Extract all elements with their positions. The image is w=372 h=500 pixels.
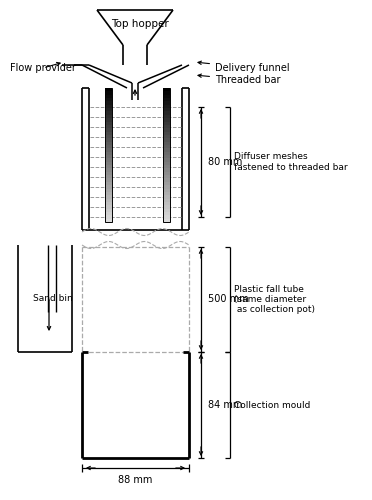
Bar <box>163 98 170 102</box>
Bar <box>105 178 112 182</box>
Bar <box>105 88 112 92</box>
Bar <box>163 162 170 165</box>
Bar <box>105 198 112 202</box>
Bar <box>105 98 112 102</box>
Text: 80 mm: 80 mm <box>208 157 243 167</box>
Bar <box>105 152 112 155</box>
Bar <box>105 94 112 98</box>
Bar <box>105 112 112 115</box>
Bar <box>105 92 112 94</box>
Bar <box>105 108 112 112</box>
Bar <box>163 212 170 216</box>
Bar <box>105 192 112 195</box>
Bar <box>105 175 112 178</box>
Bar <box>163 108 170 112</box>
Bar <box>163 158 170 162</box>
Bar <box>163 165 170 168</box>
Bar <box>105 135 112 138</box>
Bar <box>163 155 170 158</box>
Bar <box>163 92 170 94</box>
Bar <box>163 115 170 118</box>
Bar <box>105 218 112 222</box>
Bar <box>163 102 170 105</box>
Bar <box>105 205 112 208</box>
Text: 84 mm: 84 mm <box>208 400 243 410</box>
Text: 500 mm: 500 mm <box>208 294 248 304</box>
Bar <box>163 142 170 145</box>
Bar <box>105 142 112 145</box>
Bar <box>163 148 170 152</box>
Bar <box>105 212 112 216</box>
Bar <box>105 208 112 212</box>
Bar <box>163 152 170 155</box>
Bar <box>163 188 170 192</box>
Text: Delivery funnel: Delivery funnel <box>198 61 290 73</box>
Bar <box>163 198 170 202</box>
Bar <box>105 155 112 158</box>
Bar <box>105 172 112 175</box>
Bar <box>163 118 170 122</box>
Bar <box>105 118 112 122</box>
Bar <box>163 168 170 172</box>
Bar <box>105 102 112 105</box>
Bar <box>105 202 112 205</box>
Bar <box>163 202 170 205</box>
Bar <box>163 218 170 222</box>
Bar <box>163 185 170 188</box>
Bar <box>105 128 112 132</box>
Bar <box>105 182 112 185</box>
Bar <box>163 175 170 178</box>
Bar <box>163 145 170 148</box>
Text: Diffuser meshes
fastened to threaded bar: Diffuser meshes fastened to threaded bar <box>234 152 347 172</box>
Bar <box>105 168 112 172</box>
Bar <box>163 88 170 92</box>
Bar <box>163 182 170 185</box>
Bar <box>163 105 170 108</box>
Bar <box>105 195 112 198</box>
Text: Sand bin: Sand bin <box>33 294 73 303</box>
Bar <box>105 158 112 162</box>
Bar <box>105 122 112 125</box>
Bar <box>163 208 170 212</box>
Bar <box>105 125 112 128</box>
Text: Flow provider: Flow provider <box>10 62 76 73</box>
Bar <box>163 192 170 195</box>
Bar <box>105 115 112 118</box>
Bar <box>105 165 112 168</box>
Bar <box>163 138 170 141</box>
Bar <box>163 135 170 138</box>
Bar <box>105 132 112 135</box>
Bar <box>105 105 112 108</box>
Bar <box>163 94 170 98</box>
Bar <box>163 128 170 132</box>
Bar <box>163 178 170 182</box>
Bar <box>105 162 112 165</box>
Bar <box>163 112 170 115</box>
Bar <box>105 216 112 218</box>
Text: Plastic fall tube
(same diameter
 as collection pot): Plastic fall tube (same diameter as coll… <box>234 284 315 314</box>
Bar <box>163 132 170 135</box>
Bar <box>105 188 112 192</box>
Bar <box>163 205 170 208</box>
Bar <box>163 172 170 175</box>
Bar <box>105 185 112 188</box>
Bar <box>163 88 170 222</box>
Text: Threaded bar: Threaded bar <box>198 74 280 85</box>
Bar <box>105 88 112 222</box>
Bar <box>105 148 112 152</box>
Text: 88 mm: 88 mm <box>118 475 153 485</box>
Text: Top hopper: Top hopper <box>111 19 169 29</box>
Text: Collection mould: Collection mould <box>234 400 310 409</box>
Bar <box>163 195 170 198</box>
Bar <box>105 145 112 148</box>
Bar <box>105 138 112 141</box>
Bar <box>163 122 170 125</box>
Bar <box>163 125 170 128</box>
Bar <box>163 216 170 218</box>
